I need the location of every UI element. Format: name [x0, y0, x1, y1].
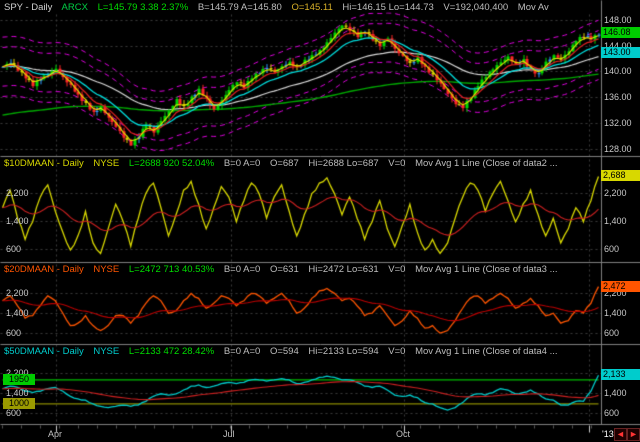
indicator-label: Mov Avg 1 Line (Close of data2 ... — [415, 158, 558, 169]
volume-quote: V=0 — [388, 346, 406, 357]
symbol-label: SPY - Daily — [4, 2, 53, 13]
hi-lo-quote: Hi=2472 Lo=631 — [308, 264, 379, 275]
date-axis-scrollbar[interactable]: Apr Jul Oct '13 — [0, 424, 640, 442]
hi-lo-quote: Hi=146.15 Lo=144.73 — [342, 2, 434, 13]
last-quote: L=145.79 3.38 2.37% — [97, 2, 189, 13]
volume-quote: V=192,040,400 — [443, 2, 509, 13]
exchange-label: NYSE — [93, 346, 120, 357]
exchange-label: NYSE — [93, 264, 120, 275]
date-label: Oct — [396, 429, 411, 439]
scroll-left-button[interactable]: ◄ — [614, 428, 627, 441]
volume-quote: V=0 — [388, 264, 406, 275]
hi-lo-quote: Hi=2688 Lo=687 — [308, 158, 379, 169]
date-label: Jul — [223, 429, 235, 439]
open-quote: O=687 — [269, 158, 299, 169]
last-quote: L=2688 920 52.04% — [128, 158, 215, 169]
open-quote: O=145.11 — [291, 2, 333, 13]
bid-ask-quote: B=145.79 A=145.80 — [197, 2, 282, 13]
hi-lo-quote: Hi=2133 Lo=594 — [308, 346, 379, 357]
indicator-label: Mov Avg 1 Line (Close of data3 ... — [415, 264, 558, 275]
panel-header-spy: SPY - Daily ARCX L=145.79 3.38 2.37% B=1… — [4, 2, 598, 14]
bid-ask-quote: B=0 A=0 — [223, 264, 261, 275]
volume-quote: V=0 — [388, 158, 406, 169]
indicator-label: Mov Av — [517, 2, 549, 13]
indicator-label: Mov Avg 1 Line (Close of data4 ... — [415, 346, 558, 357]
panel-header-50dmaan: $50DMAAN - Daily NYSE L=2133 472 28.42% … — [4, 346, 598, 358]
open-quote: O=594 — [269, 346, 299, 357]
bid-ask-quote: B=0 A=0 — [223, 346, 261, 357]
symbol-label: $50DMAAN - Daily — [4, 346, 84, 357]
exchange-label: NYSE — [93, 158, 120, 169]
bid-ask-quote: B=0 A=0 — [223, 158, 261, 169]
symbol-label: $20DMAAN - Daily — [4, 264, 84, 275]
scroll-right-button[interactable]: ► — [627, 428, 640, 441]
symbol-label: $10DMAAN - Daily — [4, 158, 84, 169]
date-label: '13 — [602, 429, 614, 439]
exchange-label: ARCX — [61, 2, 88, 13]
last-quote: L=2133 472 28.42% — [128, 346, 215, 357]
panel-header-20dmaan: $20DMAAN - Daily NYSE L=2472 713 40.53% … — [4, 264, 598, 276]
date-label: Apr — [48, 429, 63, 439]
panel-header-10dmaan: $10DMAAN - Daily NYSE L=2688 920 52.04% … — [4, 158, 598, 170]
open-quote: O=631 — [269, 264, 299, 275]
last-quote: L=2472 713 40.53% — [128, 264, 215, 275]
